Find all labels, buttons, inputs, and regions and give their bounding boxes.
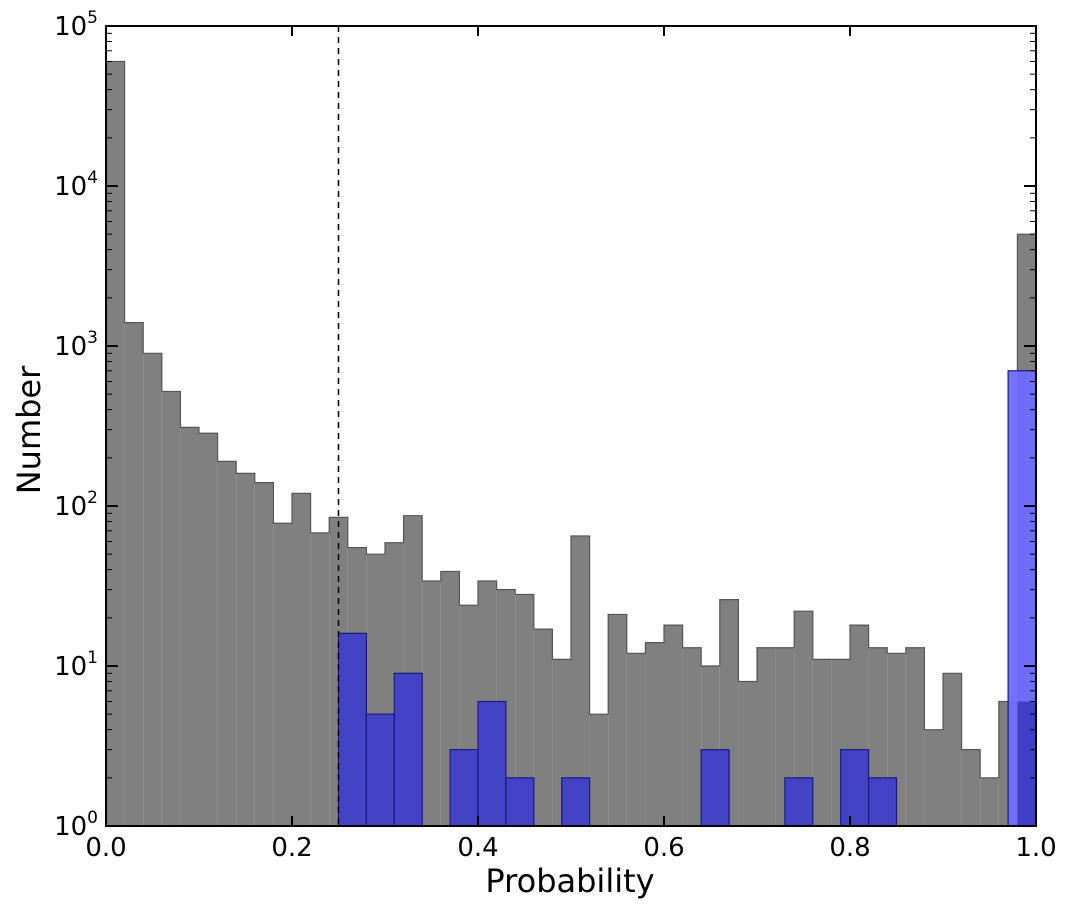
gray-series xyxy=(105,60,1037,827)
blue-bar xyxy=(449,749,479,827)
gray-bar xyxy=(961,749,981,826)
y-axis-label: Number xyxy=(10,365,48,494)
blue-bar xyxy=(365,713,395,827)
gray-bar xyxy=(180,427,199,826)
gray-bar xyxy=(571,535,590,826)
gray-bar xyxy=(738,681,757,826)
plot-frame xyxy=(105,25,1037,827)
gray-bar xyxy=(217,461,237,826)
y-tick-label: 104 xyxy=(54,168,98,202)
y-tick-label: 103 xyxy=(54,328,98,362)
x-tick-label: 0.6 xyxy=(643,833,684,863)
blue-bar xyxy=(393,672,423,827)
gray-bar xyxy=(161,391,181,826)
gray-bar xyxy=(124,322,144,826)
gray-bar xyxy=(515,594,534,826)
gray-bar xyxy=(645,642,664,826)
gray-bar xyxy=(664,625,683,826)
gray-bar xyxy=(924,729,943,826)
gray-bar xyxy=(682,647,702,826)
gray-bar xyxy=(143,353,162,826)
gray-bar xyxy=(812,659,832,826)
blue-bar xyxy=(505,777,535,827)
gray-bar xyxy=(273,523,292,826)
gray-bar xyxy=(980,777,999,826)
gray-bar xyxy=(608,614,627,826)
gray-bar xyxy=(533,629,553,826)
gray-bar xyxy=(422,580,441,826)
gray-bar xyxy=(905,647,925,826)
x-tick-label: 0.2 xyxy=(271,833,312,863)
y-tick-label: 101 xyxy=(54,648,98,682)
x-tick-label: 1.0 xyxy=(1015,833,1056,863)
gray-bar xyxy=(236,473,255,826)
gray-bar xyxy=(943,673,962,826)
gray-bar xyxy=(199,433,218,826)
blue-bar xyxy=(700,749,730,827)
blue-bar xyxy=(867,777,898,827)
x-tick-label: 0.8 xyxy=(829,833,870,863)
blue-bar xyxy=(561,777,591,827)
gray-outline xyxy=(105,60,1037,826)
x-tick-label: 0.4 xyxy=(457,833,498,863)
blue-bar xyxy=(840,749,870,827)
blue-bar xyxy=(1017,701,1036,826)
gray-bar xyxy=(757,647,776,826)
y-tick-label: 102 xyxy=(54,488,98,522)
gray-bar xyxy=(310,532,330,826)
blue-bar xyxy=(337,632,367,827)
gray-bar xyxy=(626,653,646,826)
x-tick-label: 0.0 xyxy=(85,833,126,863)
gray-bar xyxy=(292,493,311,826)
blue-bar xyxy=(477,700,507,827)
gray-bar xyxy=(589,714,609,826)
blue-bar xyxy=(784,777,814,827)
gray-bar xyxy=(254,482,274,826)
x-axis-label: Probability xyxy=(485,862,654,900)
gray-bar xyxy=(794,611,813,826)
gray-bar xyxy=(106,61,125,827)
y-tick-label: 105 xyxy=(54,8,98,42)
